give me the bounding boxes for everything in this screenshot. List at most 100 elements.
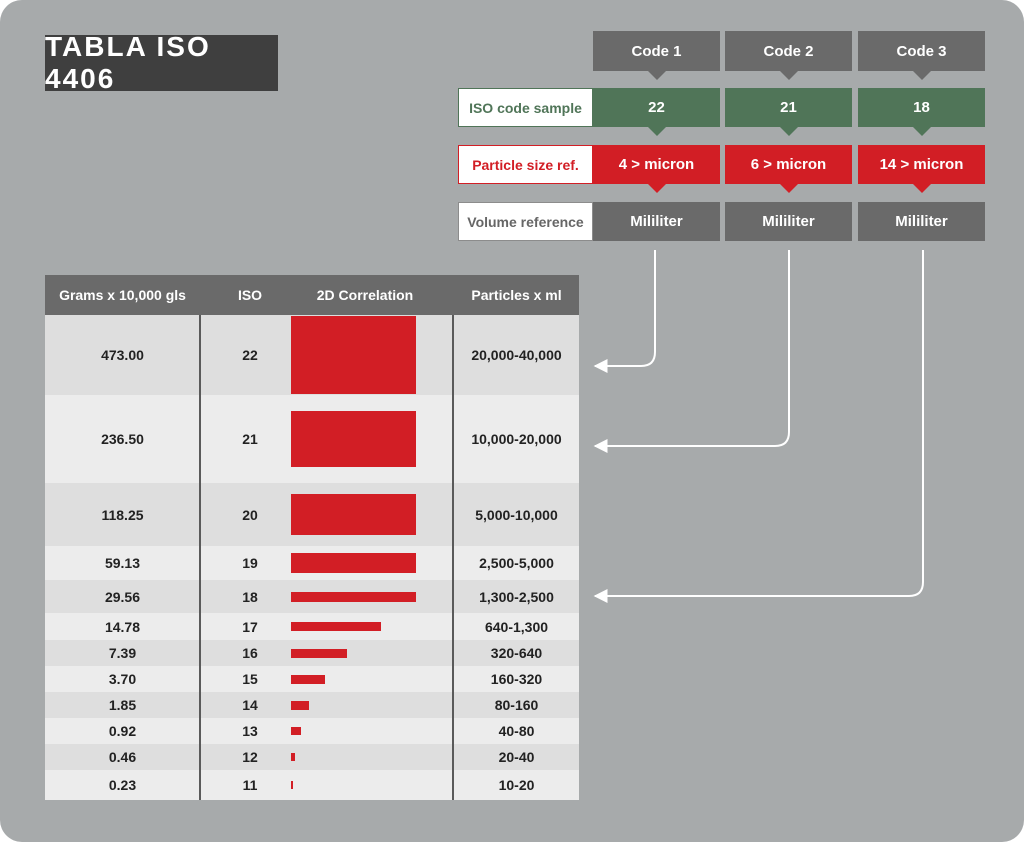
code-1-particle-value: 4 > micron [618,156,695,173]
correlation-bar [291,781,293,789]
cell-iso: 14 [242,697,258,713]
cell-particles: 40-80 [498,723,535,739]
code-3-particle-value: 14 > micron [879,156,964,173]
code-1-tab-label: Code 1 [631,42,682,60]
cell-grams: 3.70 [108,671,137,687]
column-divider [452,315,454,800]
cell-grams: 14.78 [104,618,141,635]
cell-particles: 320-640 [490,645,543,661]
cell-iso: 12 [242,749,258,765]
correlation-bar [291,753,295,761]
table-row: 59.13 19 2,500-5,000 [45,546,579,580]
header-grams: Grams x 10,000 gls [59,287,186,303]
cell-grams: 118.25 [101,506,144,523]
cell-iso: 11 [242,777,258,793]
code-1-iso-cell: 22 [593,88,720,136]
cell-particles: 5,000-10,000 [475,506,558,523]
cell-iso: 22 [242,347,258,363]
cell-grams: 0.23 [108,777,137,793]
table-row: 473.00 22 20,000-40,000 [45,315,579,395]
cell-particles: 20,000-40,000 [471,347,562,363]
code-2-tab: Code 2 [725,31,852,80]
correlation-bar [291,553,416,573]
table-row: 236.50 21 10,000-20,000 [45,395,579,483]
code-2-iso-pointer [779,127,798,136]
cell-grams: 1.85 [108,697,137,713]
cell-particles: 1,300-2,500 [479,588,554,605]
code-3-tab-label: Code 3 [896,42,947,60]
header-iso: ISO [237,287,263,303]
cell-particles: 640-1,300 [484,618,549,635]
cell-grams: 0.92 [108,723,137,739]
cell-grams: 236.50 [101,431,144,447]
cell-iso: 19 [242,555,258,571]
correlation-bar [291,592,416,602]
arrow-code-1-to-iso-22 [593,250,656,373]
table-header: Grams x 10,000 gls ISO 2D Correlation Pa… [45,275,579,315]
code-3-volume-value: Mililiter [895,213,948,230]
code-2-volume-cell: Mililiter [725,202,852,241]
header-correlation: 2D Correlation [316,287,414,303]
code-2-particle-pointer [779,184,798,193]
table-row: 0.92 13 40-80 [45,718,579,744]
code-2-particle-value: 6 > micron [750,156,827,173]
cell-iso: 13 [242,723,258,739]
table-row: 29.56 18 1,300-2,500 [45,580,579,613]
correlation-bar [291,411,416,467]
column-divider [199,315,201,800]
table-row: 0.46 12 20-40 [45,744,579,770]
cell-particles: 80-160 [494,697,539,713]
correlation-bar [291,701,309,710]
cell-grams: 473.00 [101,347,144,363]
code-3-iso-pointer [912,127,931,136]
code-1-iso-pointer [647,127,666,136]
table-row: 0.23 11 10-20 [45,770,579,800]
code-2-tab-pointer [779,71,798,80]
code-3-volume-cell: Mililiter [858,202,985,241]
code-3-iso-cell: 18 [858,88,985,136]
correlation-bar [291,727,301,735]
code-2-volume-value: Mililiter [762,213,815,230]
cell-grams: 7.39 [108,645,137,661]
table-row: 118.25 20 5,000-10,000 [45,483,579,546]
code-3-tab-pointer [912,71,931,80]
page-title: TABLA ISO 4406 [45,31,278,94]
iso-code-sample-label: ISO code sample [458,88,593,127]
code-3-particle-cell: 14 > micron [858,145,985,193]
code-1-iso-value: 22 [648,99,665,116]
cell-particles: 10-20 [498,777,535,793]
cell-iso: 17 [242,618,258,635]
code-1-volume-value: Mililiter [630,213,683,230]
cell-particles: 2,500-5,000 [479,555,554,571]
volume-reference-label: Volume reference [458,202,593,241]
code-2-iso-value: 21 [780,99,797,116]
table-row: 7.39 16 320-640 [45,640,579,666]
particle-size-label: Particle size ref. [458,145,593,184]
table-row: 1.85 14 80-160 [45,692,579,718]
code-3-iso-value: 18 [913,99,930,116]
iso-table: Grams x 10,000 gls ISO 2D Correlation Pa… [45,275,579,800]
code-1-volume-cell: Mililiter [593,202,720,241]
correlation-bar [291,675,325,684]
cell-grams: 0.46 [108,749,137,765]
code-3-particle-pointer [912,184,931,193]
code-3-tab: Code 3 [858,31,985,80]
table-row: 3.70 15 160-320 [45,666,579,692]
cell-grams: 59.13 [104,555,141,571]
code-1-tab-pointer [647,71,666,80]
cell-particles: 10,000-20,000 [471,431,562,447]
code-2-iso-cell: 21 [725,88,852,136]
header-particles: Particles x ml [471,287,562,303]
code-1-tab: Code 1 [593,31,720,80]
cell-particles: 20-40 [498,749,535,765]
cell-iso: 21 [242,431,258,447]
code-1-particle-pointer [647,184,666,193]
code-2-particle-cell: 6 > micron [725,145,852,193]
correlation-bar [291,649,347,658]
cell-particles: 160-320 [490,671,543,687]
code-1-particle-cell: 4 > micron [593,145,720,193]
arrow-code-3-to-iso-18 [593,250,924,603]
cell-iso: 18 [242,588,258,605]
